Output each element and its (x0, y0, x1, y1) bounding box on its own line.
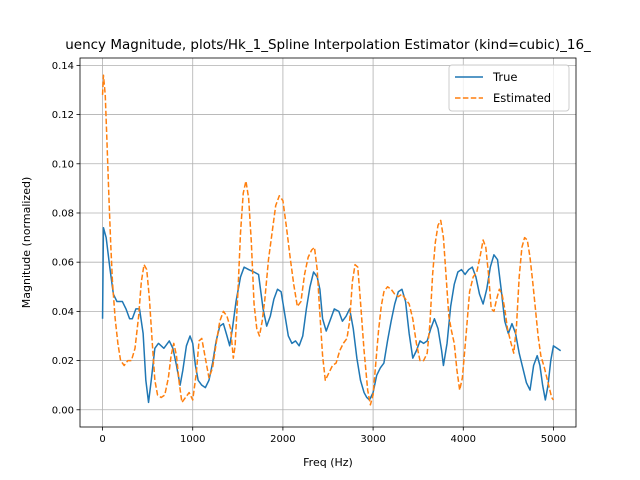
x-tick-label: 1000 (180, 434, 205, 445)
y-axis-label: Magnitude (normalized) (20, 177, 33, 308)
x-tick-label: 3000 (360, 434, 385, 445)
x-axis-label: Freq (Hz) (303, 456, 353, 469)
y-tick-label: 0.00 (52, 405, 74, 416)
x-tick-label: 2000 (270, 434, 295, 445)
series-lines (101, 74, 562, 406)
y-tick-label: 0.08 (52, 208, 74, 219)
legend-label-estimated: Estimated (493, 91, 551, 105)
series-line-estimated (101, 74, 555, 406)
legend-label-true: True (492, 70, 517, 84)
x-tick-label: 5000 (541, 434, 566, 445)
series-line-true (101, 226, 562, 404)
x-tick-label: 0 (99, 434, 105, 445)
x-tick-label: 4000 (451, 434, 476, 445)
legend: True Estimated (448, 64, 570, 112)
y-tick-label: 0.10 (52, 159, 74, 170)
y-axis-ticks: 0.00 0.02 0.04 0.06 0.08 0.10 0.12 0.14 (52, 61, 80, 416)
y-tick-label: 0.04 (52, 307, 74, 318)
y-tick-label: 0.06 (52, 258, 74, 269)
plot-frame (79, 57, 577, 428)
y-tick-label: 0.02 (52, 356, 74, 367)
y-tick-label: 0.12 (52, 110, 74, 121)
chart-title: uency Magnitude, plots/Hk_1_Spline Inter… (65, 37, 591, 53)
x-axis-ticks: 0 1000 2000 3000 4000 5000 (99, 427, 566, 445)
grid-lines (80, 58, 576, 427)
y-tick-label: 0.14 (52, 61, 74, 72)
